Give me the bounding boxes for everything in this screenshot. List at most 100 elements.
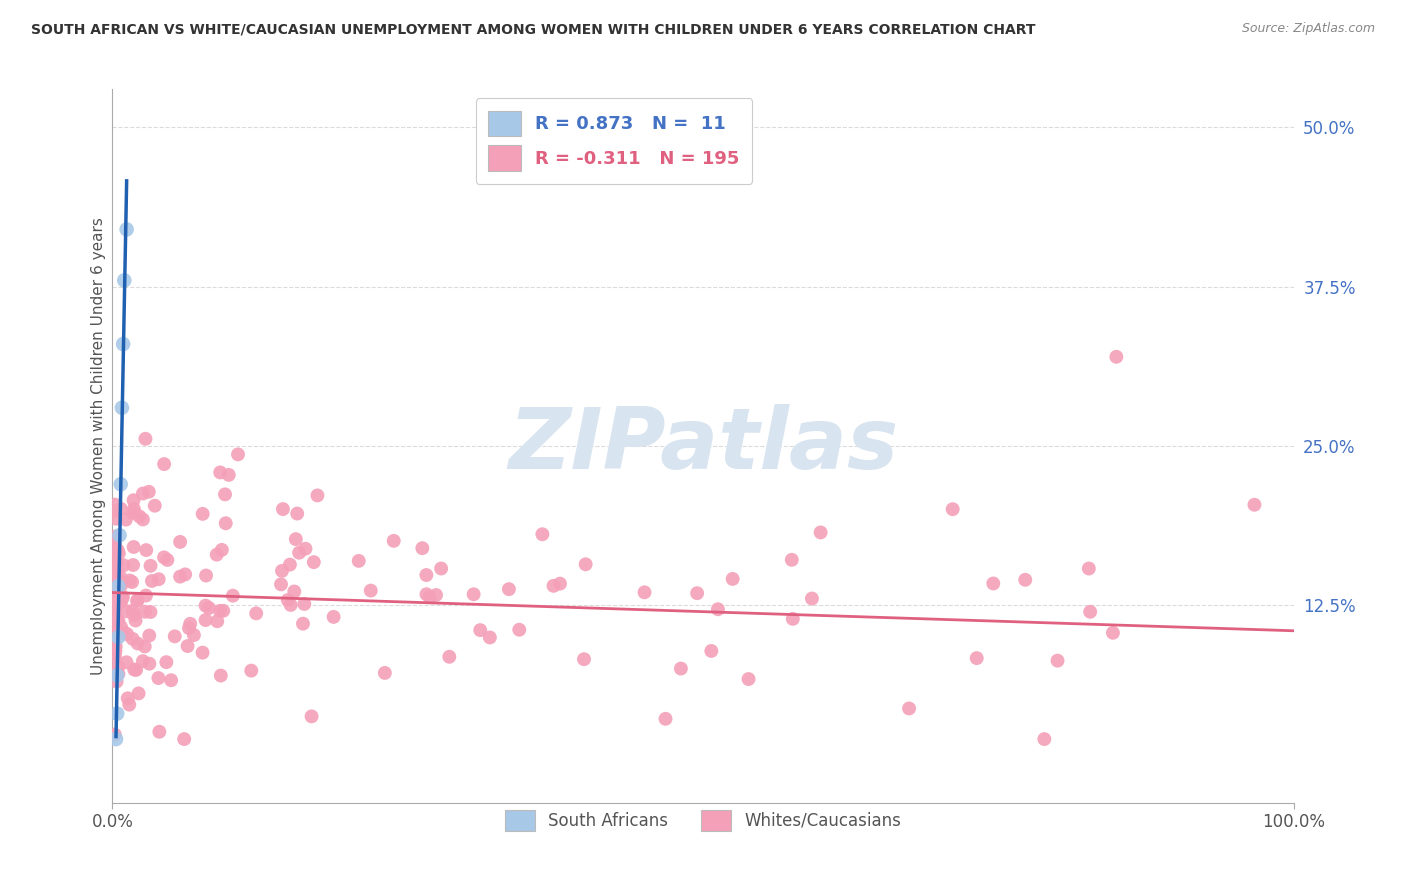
Point <box>415 587 437 601</box>
Point <box>360 583 382 598</box>
Point <box>107 556 129 570</box>
Point <box>686 586 709 600</box>
Point <box>478 631 501 645</box>
Point <box>107 660 129 674</box>
Point <box>155 655 177 669</box>
Point <box>105 668 128 682</box>
Point <box>104 531 127 545</box>
Point <box>439 649 461 664</box>
Point <box>156 553 179 567</box>
Point <box>104 640 127 654</box>
Point <box>128 686 150 700</box>
Point <box>1105 350 1128 364</box>
Point <box>108 546 131 560</box>
Point <box>105 732 128 747</box>
Point <box>122 558 145 572</box>
Point <box>1046 654 1069 668</box>
Point <box>104 615 127 630</box>
Point <box>122 506 145 520</box>
Point <box>174 567 197 582</box>
Point <box>104 549 127 564</box>
Point <box>117 691 139 706</box>
Point <box>271 564 294 578</box>
Point <box>782 612 804 626</box>
Point <box>110 502 132 516</box>
Point <box>207 614 229 628</box>
Point <box>111 401 134 415</box>
Point <box>209 466 232 480</box>
Point <box>288 546 311 560</box>
Point <box>104 615 127 630</box>
Point <box>1077 561 1099 575</box>
Point <box>294 541 316 556</box>
Point <box>115 655 138 669</box>
Point <box>531 527 554 541</box>
Point <box>430 561 453 575</box>
Point <box>153 550 176 565</box>
Point <box>115 513 138 527</box>
Point <box>572 652 595 666</box>
Point <box>191 507 214 521</box>
Point <box>215 516 238 531</box>
Point <box>195 568 218 582</box>
Point <box>115 604 138 618</box>
Point <box>127 636 149 650</box>
Point <box>179 616 201 631</box>
Legend: South Africans, Whites/Caucasians: South Africans, Whites/Caucasians <box>498 804 908 838</box>
Point <box>104 536 127 550</box>
Point <box>176 639 198 653</box>
Point <box>115 222 138 236</box>
Point <box>1243 498 1265 512</box>
Point <box>104 583 127 598</box>
Point <box>110 578 132 592</box>
Point <box>508 623 530 637</box>
Point <box>132 654 155 668</box>
Point <box>425 588 447 602</box>
Point <box>104 530 127 544</box>
Point <box>104 625 127 640</box>
Point <box>966 651 988 665</box>
Point <box>104 580 127 594</box>
Point <box>218 467 240 482</box>
Point <box>107 572 129 586</box>
Point <box>111 591 134 606</box>
Point <box>134 432 156 446</box>
Point <box>104 628 127 642</box>
Point <box>104 569 127 583</box>
Point <box>134 640 156 654</box>
Point <box>160 673 183 688</box>
Point <box>104 644 127 658</box>
Point <box>1078 605 1101 619</box>
Point <box>191 646 214 660</box>
Point <box>283 584 305 599</box>
Point <box>138 657 160 671</box>
Point <box>277 593 299 607</box>
Point <box>153 457 176 471</box>
Point <box>898 701 921 715</box>
Point <box>382 533 405 548</box>
Point <box>148 724 170 739</box>
Point <box>226 447 249 461</box>
Point <box>110 570 132 584</box>
Point <box>118 698 141 712</box>
Point <box>148 671 170 685</box>
Point <box>208 604 231 618</box>
Point <box>125 663 148 677</box>
Point <box>104 504 127 518</box>
Point <box>301 709 323 723</box>
Point <box>1033 732 1056 747</box>
Point <box>169 569 191 583</box>
Point <box>463 587 485 601</box>
Point <box>125 594 148 608</box>
Point <box>245 607 267 621</box>
Point <box>1014 573 1036 587</box>
Point <box>122 607 145 622</box>
Point <box>721 572 744 586</box>
Point <box>271 502 294 516</box>
Point <box>112 558 135 573</box>
Point <box>548 576 571 591</box>
Point <box>104 590 127 604</box>
Point <box>135 543 157 558</box>
Point <box>780 553 803 567</box>
Point <box>169 535 191 549</box>
